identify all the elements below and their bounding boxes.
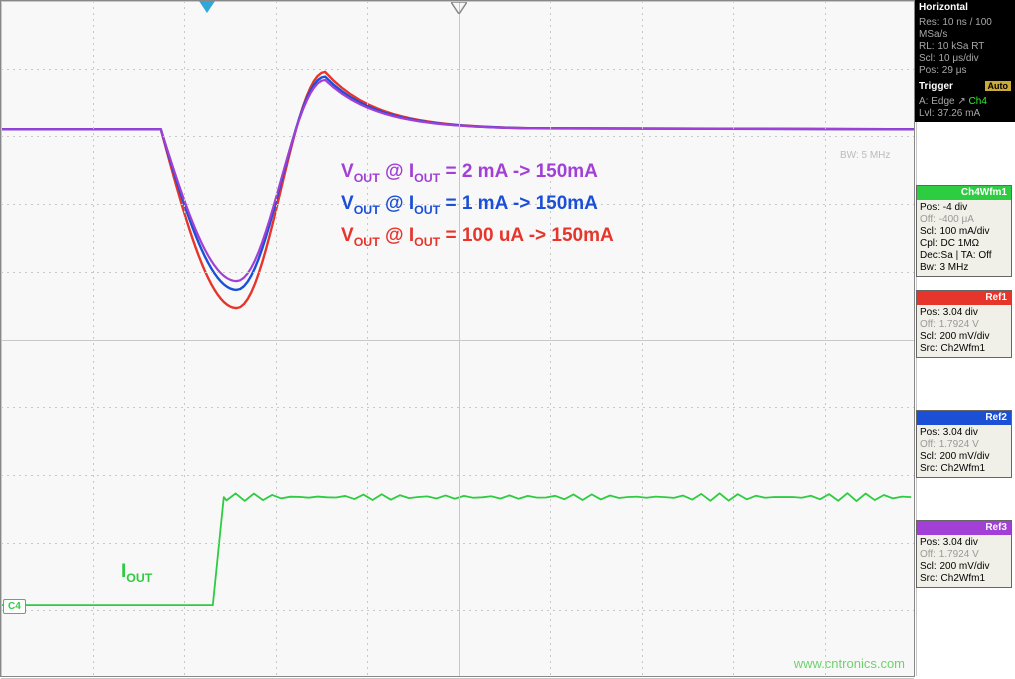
- channel-info-box: Ref2 Pos: 3.04 divOff: 1.7924 VScl: 200 m…: [916, 410, 1012, 478]
- gridline-v: [367, 1, 368, 676]
- oscilloscope-plot: C4 VOUT @ IOUT = 2 mA -> 150mA VOUT @ IOUT…: [0, 0, 915, 677]
- info-box-line: Pos: 3.04 div: [920, 537, 1008, 549]
- info-box-header: Ref1: [917, 291, 1011, 305]
- trigger-info: A: Edge ↗ Ch4Lvl: 37.26 mA: [915, 94, 1015, 122]
- trigger-marker: [199, 1, 215, 13]
- trigger-auto-badge: Auto: [985, 81, 1012, 91]
- channel-marker: C4: [3, 599, 26, 614]
- info-box-header: Ref3: [917, 521, 1011, 535]
- channel-info-box: Ref1 Pos: 3.04 divOff: 1.7924 VScl: 200 m…: [916, 290, 1012, 358]
- gridline-v: [459, 1, 460, 676]
- info-box-line: Off: 1.7924 V: [920, 549, 1008, 561]
- horizontal-header: Horizontal: [915, 0, 1015, 15]
- info-box-line: Src: Ch2Wfm1: [920, 573, 1008, 585]
- info-box-line: Off: -400 μA: [920, 214, 1008, 226]
- info-box-line: Cpl: DC 1MΩ: [920, 238, 1008, 250]
- trace-annotation: VOUT @ IOUT = 2 mA -> 150mA: [341, 161, 598, 185]
- gridline-h: [1, 610, 914, 611]
- gridline-v: [93, 1, 94, 676]
- gridline-h: [1, 69, 914, 70]
- channel-info-box: Ref3 Pos: 3.04 divOff: 1.7924 VScl: 200 m…: [916, 520, 1012, 588]
- info-box-line: Scl: 200 mV/div: [920, 451, 1008, 463]
- gridline-v: [825, 1, 826, 676]
- info-box-line: Pos: 3.04 div: [920, 427, 1008, 439]
- info-box-header: Ch4Wfm1: [917, 186, 1011, 200]
- gridline-v: [733, 1, 734, 676]
- gridline-v: [1, 1, 2, 676]
- trigger-header: Trigger Auto: [915, 79, 1015, 94]
- bandwidth-text: BW: 5 MHz: [840, 150, 890, 161]
- info-box-line: Pos: -4 div: [920, 202, 1008, 214]
- info-box-line: Scl: 200 mV/div: [920, 331, 1008, 343]
- gridline-h: [1, 543, 914, 544]
- info-box-line: Scl: 200 mV/div: [920, 561, 1008, 573]
- gridline-h: [1, 407, 914, 408]
- info-box-line: Off: 1.7924 V: [920, 319, 1008, 331]
- trace-annotation: VOUT @ IOUT = 1 mA -> 150mA: [341, 193, 598, 217]
- info-box-line: Off: 1.7924 V: [920, 439, 1008, 451]
- gridline-v: [276, 1, 277, 676]
- trigger-title-text: Trigger: [919, 81, 953, 92]
- watermark: www.cntronics.com: [794, 656, 905, 671]
- gridline-v: [642, 1, 643, 676]
- info-box-line: Scl: 100 mA/div: [920, 226, 1008, 238]
- gridline-v: [550, 1, 551, 676]
- info-box-line: Pos: 3.04 div: [920, 307, 1008, 319]
- iout-label: IOUT: [121, 561, 152, 585]
- gridline-h: [1, 340, 914, 341]
- gridline-h: [1, 475, 914, 476]
- gridline-h: [1, 136, 914, 137]
- gridline-h: [1, 272, 914, 273]
- info-box-header: Ref2: [917, 411, 1011, 425]
- info-box-line: Src: Ch2Wfm1: [920, 343, 1008, 355]
- trace-annotation: VOUT @ IOUT = 100 uA -> 150mA: [341, 225, 614, 249]
- channel-info-box: Ch4Wfm1 Pos: -4 divOff: -400 μAScl: 100 m…: [916, 185, 1012, 277]
- trigger-marker: [451, 1, 467, 13]
- horizontal-info: Res: 10 ns / 100 MSa/sRL: 10 kSa RTScl: …: [915, 15, 1015, 79]
- info-box-line: Dec:Sa | TA: Off: [920, 250, 1008, 262]
- gridline-v: [184, 1, 185, 676]
- info-box-line: Bw: 3 MHz: [920, 262, 1008, 274]
- info-box-line: Src: Ch2Wfm1: [920, 463, 1008, 475]
